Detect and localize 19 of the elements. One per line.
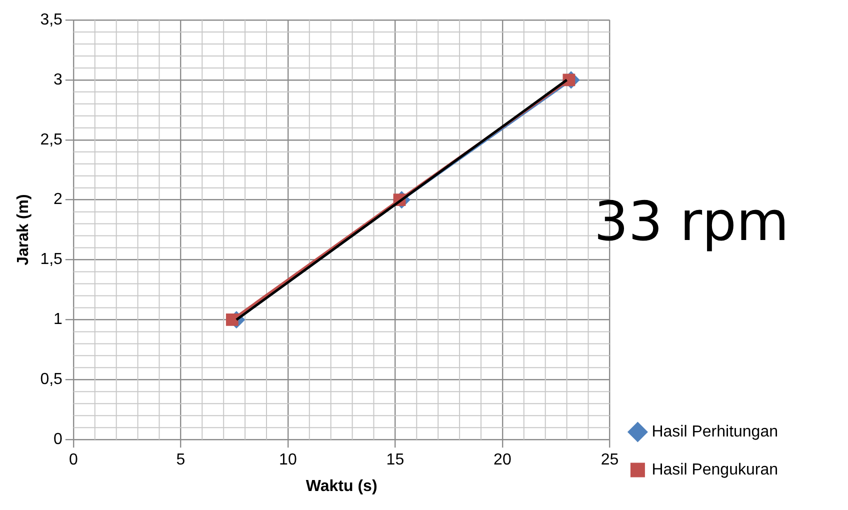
x-tick-label: 15 [386,452,404,469]
y-tick-label: 0,5 [40,371,63,388]
y-tick-label: 3 [54,71,63,88]
x-axis-title: Waktu (s) [306,478,378,495]
y-tick-label: 2,5 [40,131,63,148]
x-tick-label: 0 [68,452,78,469]
x-tick-label: 20 [494,452,512,469]
y-tick-label: 0 [54,431,63,448]
y-tick-label: 3,5 [40,11,63,28]
y-axis-title: Jarak (m) [15,194,32,266]
legend-label: Hasil Pengukuran [652,461,778,478]
annotation: 33 rpm [594,190,789,253]
legend-label: Hasil Perhitungan [652,423,778,440]
x-tick-label: 10 [279,452,297,469]
y-tick-label: 2 [54,191,63,208]
y-tick-label: 1 [54,311,63,328]
x-tick-label: 25 [600,452,619,469]
y-tick-label: 1,5 [40,251,63,268]
x-tick-label: 5 [176,452,186,469]
